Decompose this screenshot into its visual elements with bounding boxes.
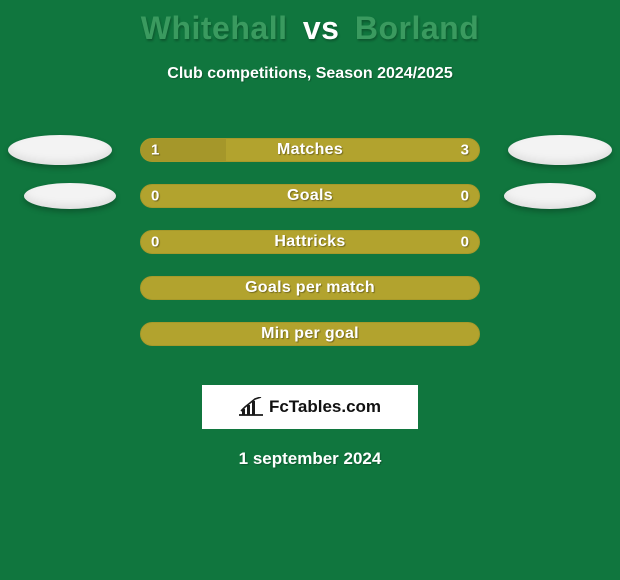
player2-name: Borland bbox=[355, 10, 479, 46]
bar-value-right: 0 bbox=[461, 234, 469, 251]
bar-track: Hattricks0 0 bbox=[140, 230, 480, 254]
player1-name: Whitehall bbox=[141, 10, 288, 46]
bar-value-left: 0 bbox=[151, 188, 159, 205]
bar-label: Min per goal bbox=[141, 325, 479, 343]
bar-track: Matches1 3 bbox=[140, 138, 480, 162]
stat-row: Matches1 3 bbox=[0, 127, 620, 173]
player-ellipse-right bbox=[508, 135, 612, 165]
bar-label: Hattricks bbox=[141, 233, 479, 251]
subtitle: Club competitions, Season 2024/2025 bbox=[0, 65, 620, 83]
bar-value-right: 0 bbox=[461, 188, 469, 205]
bar-label: Goals bbox=[141, 187, 479, 205]
page-title: Whitehall vs Borland bbox=[0, 0, 620, 47]
vs-label: vs bbox=[303, 10, 340, 46]
bar-label: Matches bbox=[141, 141, 479, 159]
player-ellipse-right bbox=[504, 183, 596, 209]
bar-value-right: 3 bbox=[461, 142, 469, 159]
stat-row: Hattricks0 0 bbox=[0, 219, 620, 265]
logo-text: FcTables.com bbox=[269, 397, 381, 417]
bar-track: Goals per match bbox=[140, 276, 480, 300]
stat-row: Min per goal bbox=[0, 311, 620, 357]
player-ellipse-left bbox=[8, 135, 112, 165]
bar-track: Min per goal bbox=[140, 322, 480, 346]
stats-bars: Matches13Goals00Hattricks00Goals per mat… bbox=[0, 127, 620, 357]
stat-row: Goals0 0 bbox=[0, 173, 620, 219]
bar-track: Goals0 0 bbox=[140, 184, 480, 208]
bar-label: Goals per match bbox=[141, 279, 479, 297]
bar-value-left: 0 bbox=[151, 234, 159, 251]
footer-date: 1 september 2024 bbox=[0, 449, 620, 469]
comparison-card: Whitehall vs Borland Club competitions, … bbox=[0, 0, 620, 580]
chart-icon bbox=[239, 397, 263, 417]
logo-box: FcTables.com bbox=[202, 385, 418, 429]
bar-value-left: 1 bbox=[151, 142, 159, 159]
stat-row: Goals per match bbox=[0, 265, 620, 311]
player-ellipse-left bbox=[24, 183, 116, 209]
